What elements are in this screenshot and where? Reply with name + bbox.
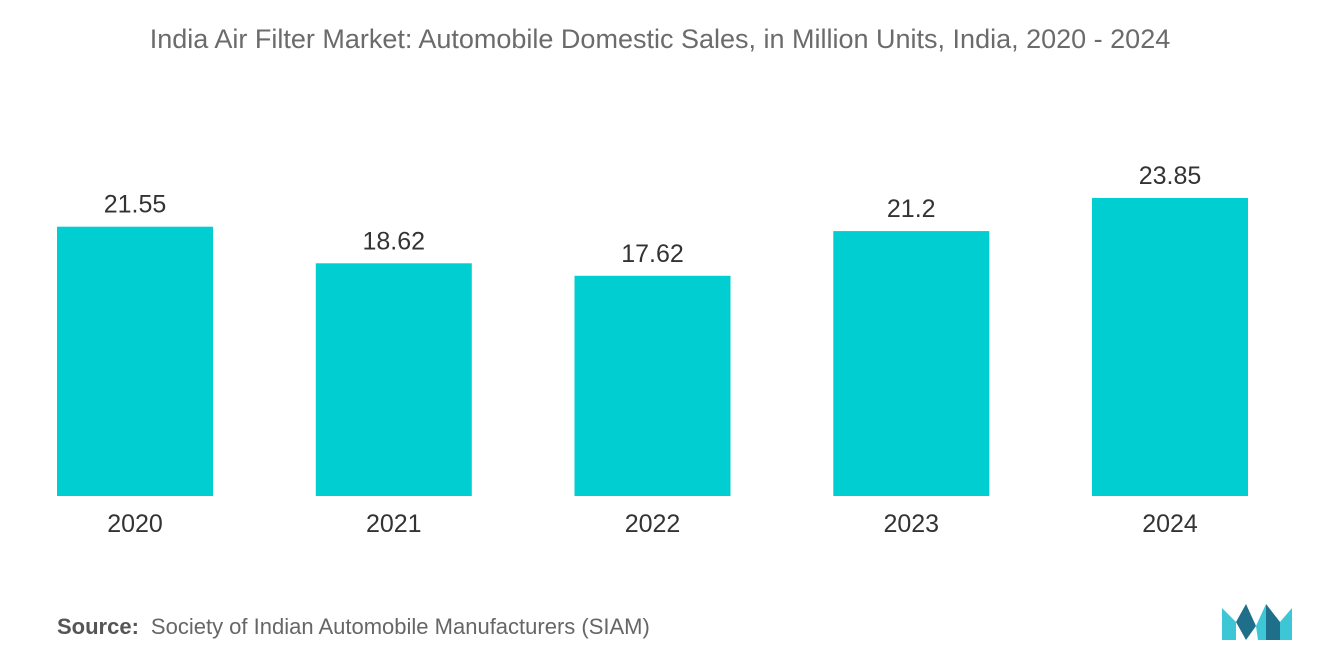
x-tick-label-2020: 2020 — [107, 510, 163, 538]
data-label-2024: 23.85 — [1139, 162, 1202, 190]
x-tick-label-2024: 2024 — [1142, 510, 1198, 538]
data-label-2021: 18.62 — [362, 227, 425, 255]
x-tick-label-2022: 2022 — [625, 510, 681, 538]
source-label: Source: — [57, 614, 139, 639]
bar-2022 — [574, 275, 731, 496]
chart-title: India Air Filter Market: Automobile Dome… — [149, 24, 1171, 54]
bar-2023 — [833, 231, 990, 496]
x-tick-label-2023: 2023 — [883, 510, 939, 538]
bar-2021 — [315, 263, 472, 496]
source-note: Source: Society of Indian Automobile Manu… — [57, 614, 650, 640]
mordor-logo-icon — [1222, 604, 1292, 640]
data-label-2020: 21.55 — [104, 191, 167, 219]
data-label-2023: 21.2 — [887, 195, 936, 223]
source-text: Society of Indian Automobile Manufacture… — [150, 614, 650, 639]
x-tick-label-2021: 2021 — [366, 510, 422, 538]
bar-2020 — [57, 226, 213, 496]
bar-chart: 21.55 2020 18.62 2021 17.62 2022 21.2 2023 23.85… — [57, 162, 1248, 538]
data-label-2022: 17.62 — [621, 240, 684, 268]
bar-2024 — [1092, 198, 1248, 496]
